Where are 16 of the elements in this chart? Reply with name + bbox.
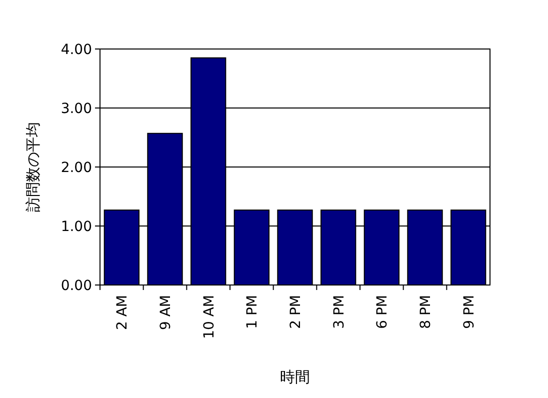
x-tick-label: 9 PM xyxy=(461,295,478,329)
y-axis-title: 訪問数の平均 xyxy=(24,122,42,212)
x-tick-label: 6 PM xyxy=(374,295,391,329)
x-tick-label: 8 PM xyxy=(418,295,434,329)
y-tick-label: 3.00 xyxy=(60,101,92,117)
x-tick-label: 3 PM xyxy=(331,295,348,329)
x-tick-label: 9 AM xyxy=(158,295,174,330)
x-axis-title: 時間 xyxy=(280,368,310,386)
x-tick-label: 10 AM xyxy=(201,295,218,339)
x-tick-label: 2 AM xyxy=(114,295,131,330)
x-tick-label: 1 PM xyxy=(244,295,261,329)
x-tick-label: 2 PM xyxy=(288,295,304,329)
y-tick-label: 2.00 xyxy=(60,160,92,176)
y-tick-label: 0.00 xyxy=(60,278,92,294)
y-tick-label: 1.00 xyxy=(60,219,92,235)
y-tick-label: 4.00 xyxy=(60,42,92,58)
